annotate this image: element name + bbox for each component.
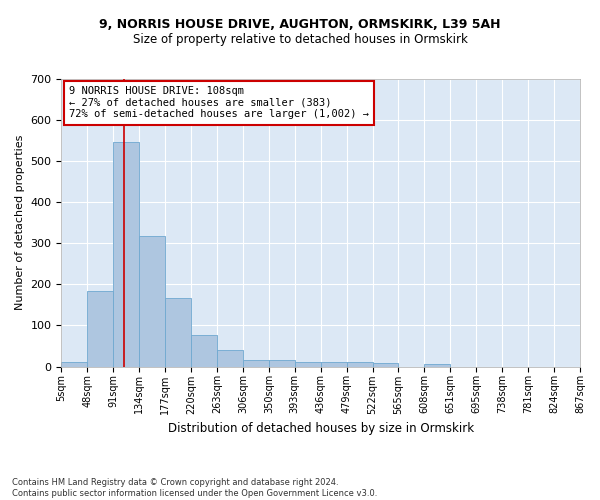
- Bar: [347, 362, 373, 366]
- Bar: [88, 290, 113, 366]
- Bar: [424, 364, 451, 366]
- Bar: [243, 360, 269, 366]
- Bar: [269, 360, 295, 366]
- Bar: [217, 350, 243, 366]
- Bar: [61, 362, 88, 366]
- Bar: [321, 362, 347, 366]
- Bar: [191, 335, 217, 366]
- Text: 9, NORRIS HOUSE DRIVE, AUGHTON, ORMSKIRK, L39 5AH: 9, NORRIS HOUSE DRIVE, AUGHTON, ORMSKIRK…: [99, 18, 501, 30]
- Text: Contains HM Land Registry data © Crown copyright and database right 2024.
Contai: Contains HM Land Registry data © Crown c…: [12, 478, 377, 498]
- Text: 9 NORRIS HOUSE DRIVE: 108sqm
← 27% of detached houses are smaller (383)
72% of s: 9 NORRIS HOUSE DRIVE: 108sqm ← 27% of de…: [69, 86, 369, 120]
- Bar: [165, 298, 191, 366]
- Bar: [113, 142, 139, 366]
- Bar: [139, 236, 165, 366]
- Y-axis label: Number of detached properties: Number of detached properties: [15, 135, 25, 310]
- Bar: [295, 362, 321, 366]
- Text: Size of property relative to detached houses in Ormskirk: Size of property relative to detached ho…: [133, 32, 467, 46]
- X-axis label: Distribution of detached houses by size in Ormskirk: Distribution of detached houses by size …: [167, 422, 474, 435]
- Bar: [373, 363, 398, 366]
